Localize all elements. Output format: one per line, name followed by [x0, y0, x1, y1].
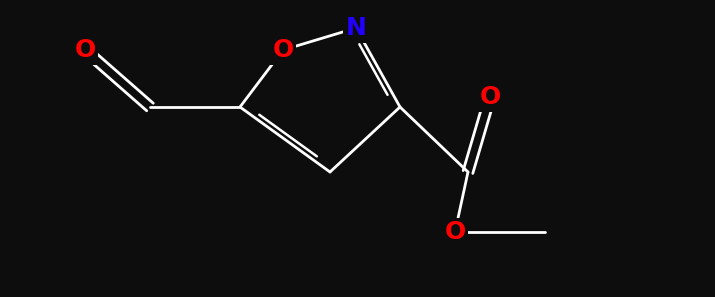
Text: O: O [74, 38, 96, 62]
Text: N: N [345, 16, 366, 40]
Text: O: O [479, 85, 500, 109]
Text: O: O [272, 38, 294, 62]
Text: O: O [445, 220, 465, 244]
